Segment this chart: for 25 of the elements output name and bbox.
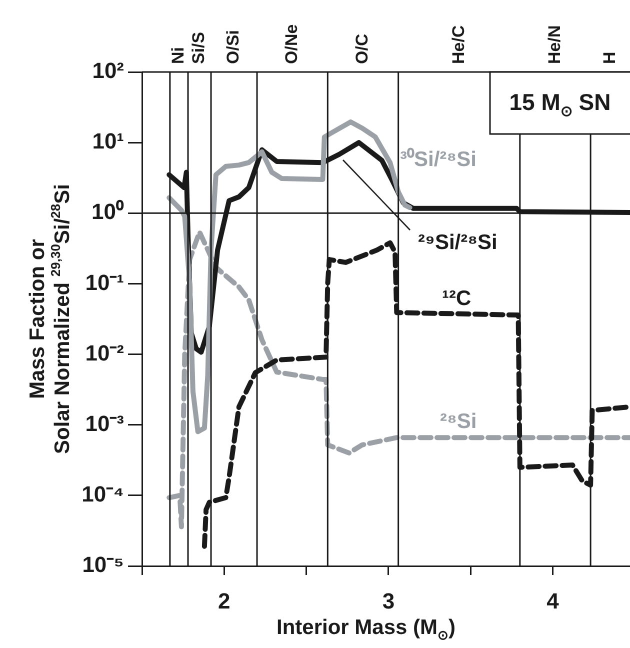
series-label: ²⁹Si/²⁸Si (418, 231, 498, 254)
y-tick-label: 10⁻³ (85, 410, 124, 436)
annotation: 15 M⊙ SN (509, 89, 611, 120)
text: Ni (168, 47, 188, 64)
y-tick-label: 10¹ (92, 128, 124, 154)
y-tick-label: 10⁻⁵ (82, 552, 124, 578)
series-label: ³⁰Si/²⁸Si (400, 147, 476, 171)
y-tick-label: 10⁻² (85, 340, 124, 366)
text: H (600, 52, 619, 64)
text: O/Ne (282, 24, 302, 64)
y-tick-label: 10⁻⁴ (82, 481, 124, 506)
y-tick-label: 10⁻¹ (85, 270, 124, 295)
text: He/N (544, 25, 564, 64)
y-tick-label: 10⁰ (92, 199, 124, 224)
x-axis-title: Interior Mass (M⊙) (276, 616, 456, 642)
series-label: ¹²C (442, 287, 472, 310)
x-tick-label: 4 (546, 588, 560, 614)
x-tick-label: 3 (382, 588, 395, 614)
y-tick-label: 10² (92, 58, 124, 84)
text: O/C (352, 34, 372, 64)
text: O/Si (224, 30, 243, 64)
x-tick-label: 2 (218, 588, 230, 614)
text: Si/S (189, 32, 208, 64)
text: He/C (448, 25, 468, 64)
series-label: ²⁸Si (440, 410, 477, 433)
